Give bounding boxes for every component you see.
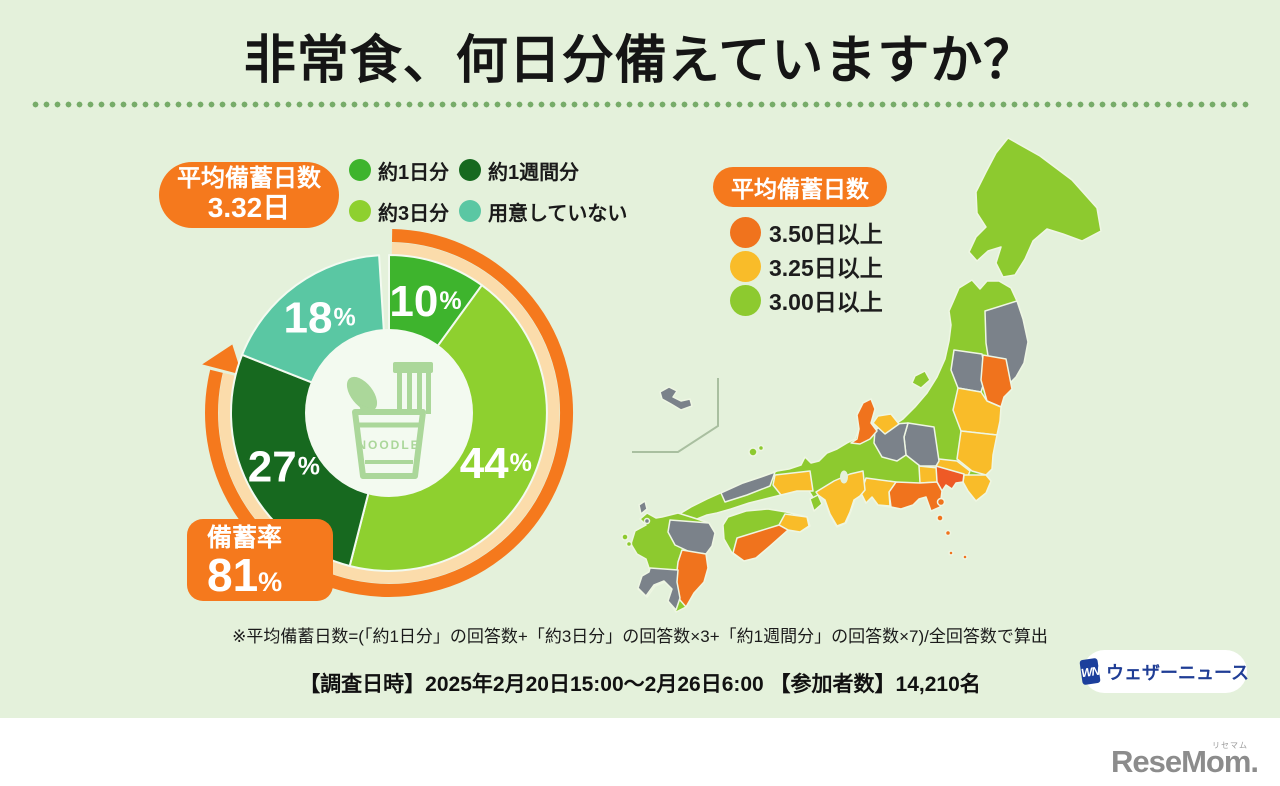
pie-legend-item-1day: 約1日分	[349, 159, 449, 184]
okinawa-inset-border	[632, 378, 719, 453]
island-awaji	[809, 494, 823, 512]
legend-dot-green-icon	[349, 159, 371, 181]
pie-legend-item-3days: 約3日分	[349, 200, 449, 225]
map-legend-item-350: 3.50日以上	[730, 216, 883, 248]
legend-dot-yellow-icon	[730, 250, 761, 282]
survey-info: 【調査日時】2025年2月20日15:00～2月26日6:00 【参加者数】14…	[299, 673, 981, 696]
prefecture-okinawa	[659, 386, 693, 411]
prefecture-fukushima	[952, 387, 1002, 436]
footer-bar: リセマム ReseMom.	[0, 718, 1280, 786]
average-days-badge: 平均備蓄日数 3.32日	[159, 162, 339, 228]
map-legend-badge: 平均備蓄日数	[713, 167, 887, 207]
prefecture-aichi	[860, 477, 897, 507]
noodle-bundle-icon	[393, 362, 433, 373]
prefecture-miyagi	[980, 354, 1013, 408]
weathernews-logo: WN ウェザーニュース	[1079, 650, 1250, 693]
prefecture-ishikawa-noto	[850, 398, 878, 445]
prefecture-miyazaki	[675, 549, 709, 608]
rate-arrow-ring	[202, 229, 574, 597]
spoon-icon	[346, 376, 378, 412]
weathernews-name: ウェザーニュース	[1105, 662, 1250, 683]
islands-izu	[936, 497, 968, 560]
calculation-footnote: ※平均備蓄日数=(「約1日分」の回答数+「約3日分」の回答数×3+「約1週間分」…	[232, 627, 1048, 646]
pie-legend-item-1week: 約1週間分	[459, 159, 579, 184]
prefecture-toyama	[872, 413, 900, 435]
average-days-label: 平均備蓄日数	[177, 165, 321, 193]
legend-dot-orange-icon	[730, 216, 761, 248]
island-sado	[911, 370, 931, 389]
prefecture-kagoshima	[637, 567, 681, 611]
svg-text:27%: 27%	[248, 442, 320, 491]
map-legend-item-325: 3.25日以上	[730, 250, 883, 282]
legend-dot-lightgreen-icon	[349, 200, 371, 222]
prefecture-kochi	[732, 524, 789, 562]
islands-tsushima-iki	[638, 500, 651, 525]
pie-legend-item-none: 用意していない	[459, 200, 627, 225]
japan-map	[621, 137, 1102, 613]
stockpile-days-donut-chart: 10% 44% 27% 18% NOODLE	[202, 229, 574, 597]
lake-biwa	[840, 470, 848, 484]
map-legend-item-300: 3.00日以上	[730, 284, 883, 316]
legend-dot-darkgreen-icon	[459, 159, 481, 181]
cup-noodle-icon: NOODLE	[346, 362, 433, 479]
prefectures-osaka-nara-wakayama-mie	[815, 470, 866, 527]
prefecture-shimane	[720, 471, 776, 503]
resemom-logo: リセマム ReseMom.	[1110, 741, 1259, 779]
legend-dot-green-map-icon	[730, 284, 761, 316]
average-days-value: 3.32日	[207, 191, 291, 223]
weathernews-icon: WN	[1079, 657, 1101, 686]
islands-goto	[621, 533, 633, 548]
prefecture-hokkaido	[968, 137, 1102, 278]
page-title: 非常食、何日分備えていますか？	[243, 32, 1037, 90]
svg-text:10%: 10%	[389, 276, 461, 325]
cup-label: NOODLE	[357, 438, 420, 452]
pie-slice-labels: 10% 44% 27% 18%	[248, 276, 532, 491]
svg-text:18%: 18%	[284, 293, 356, 342]
islands-oki	[748, 444, 765, 457]
prefecture-chiba	[962, 474, 992, 502]
resemom-ruby: リセマム	[1212, 741, 1248, 750]
stockpile-rate-badge: 備蓄率 81%	[187, 519, 333, 601]
legend-dot-teal-icon	[459, 200, 481, 222]
prefectures-tochigi-ibaraki	[956, 430, 998, 476]
svg-text:44%: 44%	[460, 439, 532, 488]
dotted-divider	[30, 100, 1250, 109]
prefecture-shizuoka	[888, 481, 943, 512]
prefecture-okayama	[772, 470, 814, 496]
